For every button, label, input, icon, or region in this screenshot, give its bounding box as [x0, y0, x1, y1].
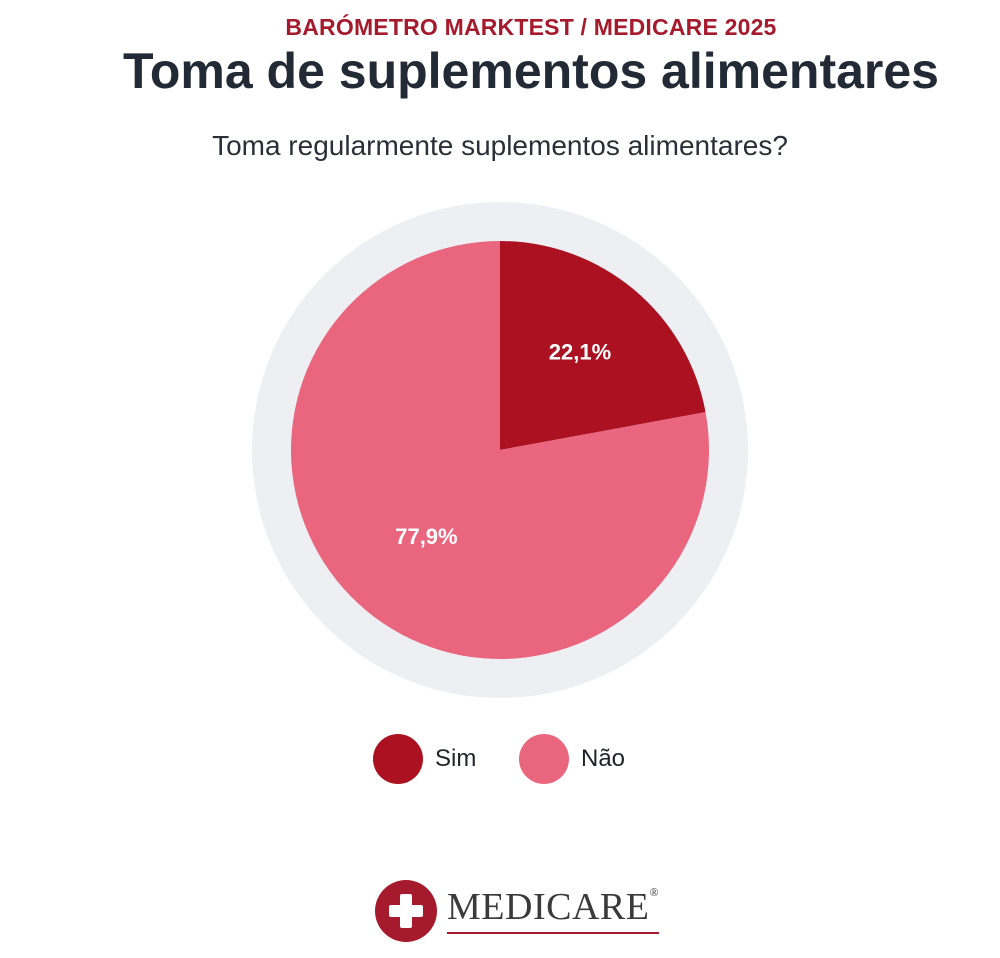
page-title: Toma de suplementos alimentares: [123, 43, 939, 99]
data-label-sim: 22,1%: [549, 340, 611, 365]
legend-swatch-sim: [373, 734, 423, 784]
medicare-logo: MEDICARE®: [375, 880, 660, 942]
pie-slice-nao: [291, 241, 709, 659]
report-kicker: BARÓMETRO MARKTEST / MEDICARE 2025: [285, 14, 777, 40]
medical-cross-icon: [375, 880, 437, 942]
legend-label-nao: Não: [581, 745, 626, 772]
legend-item-sim: Sim: [373, 733, 476, 785]
legend-item-nao: Não: [519, 733, 625, 785]
pie-slice-sim: [500, 241, 706, 450]
pie-slices: [291, 241, 709, 659]
chart-question: Toma regularmente suplementos alimentare…: [212, 130, 788, 161]
legend-swatch-nao: [519, 734, 569, 784]
data-label-nao: 77,9%: [395, 524, 457, 549]
legend-label-sim: Sim: [435, 745, 477, 772]
pie-labels: 22,1% 77,9%: [395, 340, 611, 549]
logo-wordmark: MEDICARE®: [447, 886, 660, 934]
legend: Sim Não: [0, 733, 1000, 785]
